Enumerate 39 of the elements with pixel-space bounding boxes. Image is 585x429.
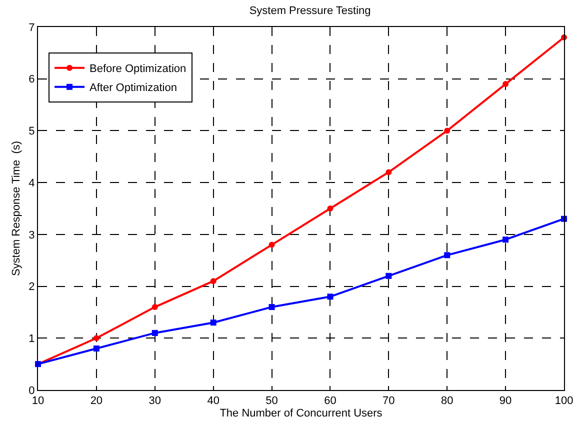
y-tick-label: 2 — [28, 281, 35, 294]
point — [327, 206, 334, 212]
chart-title: System Pressure Testing — [249, 5, 371, 18]
x-tick-label: 60 — [324, 395, 336, 408]
point — [93, 346, 100, 352]
x-tick-label: 70 — [382, 395, 395, 408]
x-tick-label: 30 — [148, 395, 162, 408]
point — [327, 294, 334, 300]
x-tick-label: 20 — [90, 395, 103, 408]
point — [386, 272, 392, 279]
point — [386, 169, 392, 176]
x-tick-label: 80 — [440, 395, 454, 408]
y-tick-label: 6 — [28, 74, 35, 86]
point — [210, 278, 216, 284]
y-tick-label: 4 — [28, 177, 35, 190]
point — [152, 330, 158, 336]
x-tick-label: 10 — [32, 395, 44, 408]
legend-label: Before Optimization — [90, 63, 186, 76]
y-tick-label: 1 — [28, 332, 35, 345]
x-tick-label: 100 — [554, 395, 574, 408]
x-tick-label: 50 — [266, 395, 278, 408]
y-tick-label: 5 — [28, 126, 35, 138]
y-tick-label: 7 — [28, 22, 35, 34]
point — [152, 304, 158, 310]
x-axis-title: The Number of Concurrent Users — [220, 407, 383, 420]
y-tick-label: 3 — [28, 229, 35, 242]
y-tick-label: 0 — [28, 384, 35, 397]
y-axis-title: System Response Time (s) — [10, 140, 22, 276]
point — [502, 81, 509, 88]
point — [268, 242, 275, 248]
x-tick-label: 40 — [207, 395, 220, 408]
point — [210, 320, 216, 326]
x-tick-label: 90 — [499, 395, 512, 408]
point — [444, 128, 450, 134]
point — [93, 335, 100, 342]
legend-label: After Optimization — [90, 82, 177, 94]
point — [444, 252, 450, 258]
point — [268, 304, 275, 310]
point — [502, 236, 509, 243]
